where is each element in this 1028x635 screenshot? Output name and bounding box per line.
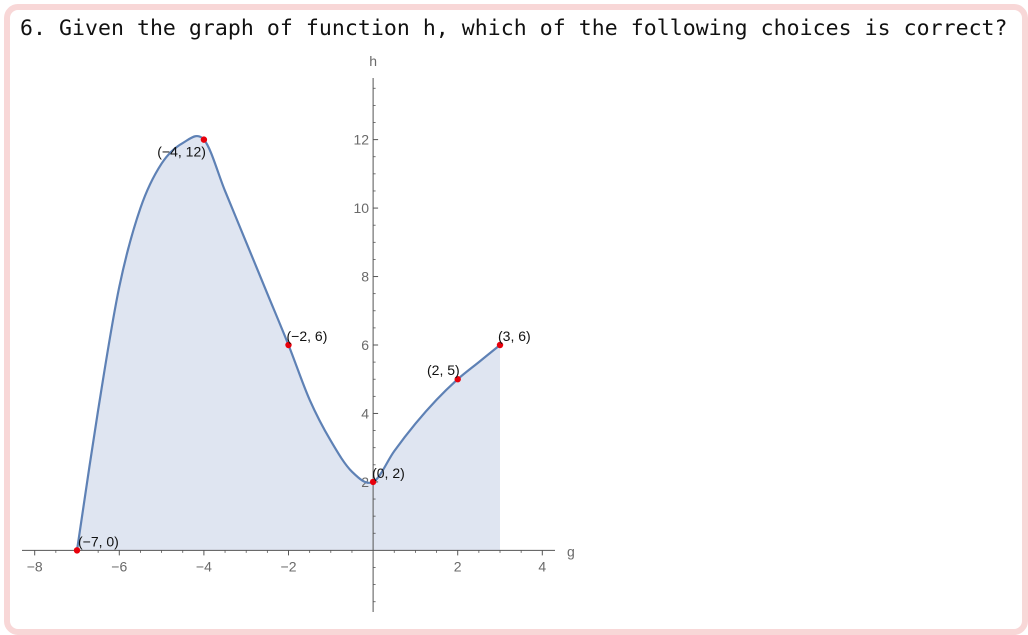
point-label: (−4, 12) xyxy=(157,144,206,160)
y-tick-label: 8 xyxy=(361,269,369,285)
y-tick-label: 6 xyxy=(361,337,369,353)
point-label: (−7, 0) xyxy=(78,533,119,549)
data-point xyxy=(200,136,208,143)
y-tick-label: 10 xyxy=(354,200,370,216)
area-under-curve xyxy=(76,136,501,551)
function-curve xyxy=(75,135,501,551)
x-tick-label: −6 xyxy=(111,558,127,574)
point-label: (2, 5) xyxy=(427,362,460,378)
y-axis-title: h xyxy=(369,53,377,69)
x-tick-label: −8 xyxy=(27,558,43,574)
x-tick-label: 4 xyxy=(538,558,546,574)
data-point xyxy=(454,376,461,383)
data-point xyxy=(73,547,81,554)
data-point xyxy=(496,341,504,349)
x-tick-label: 2 xyxy=(454,558,462,574)
point-label: (−2, 6) xyxy=(287,328,328,344)
y-tick-label: 4 xyxy=(361,405,369,421)
point-label: (3, 6) xyxy=(498,328,531,344)
x-tick-label: −4 xyxy=(196,558,212,574)
y-tick-label: 12 xyxy=(354,132,370,148)
x-axis-title: g xyxy=(567,543,575,559)
point-label: (0, 2) xyxy=(372,465,405,481)
data-point xyxy=(285,341,292,349)
data-point xyxy=(369,478,377,486)
question-text: 6. Given the graph of function h, which … xyxy=(20,16,1008,41)
x-tick-label: −2 xyxy=(281,558,297,574)
